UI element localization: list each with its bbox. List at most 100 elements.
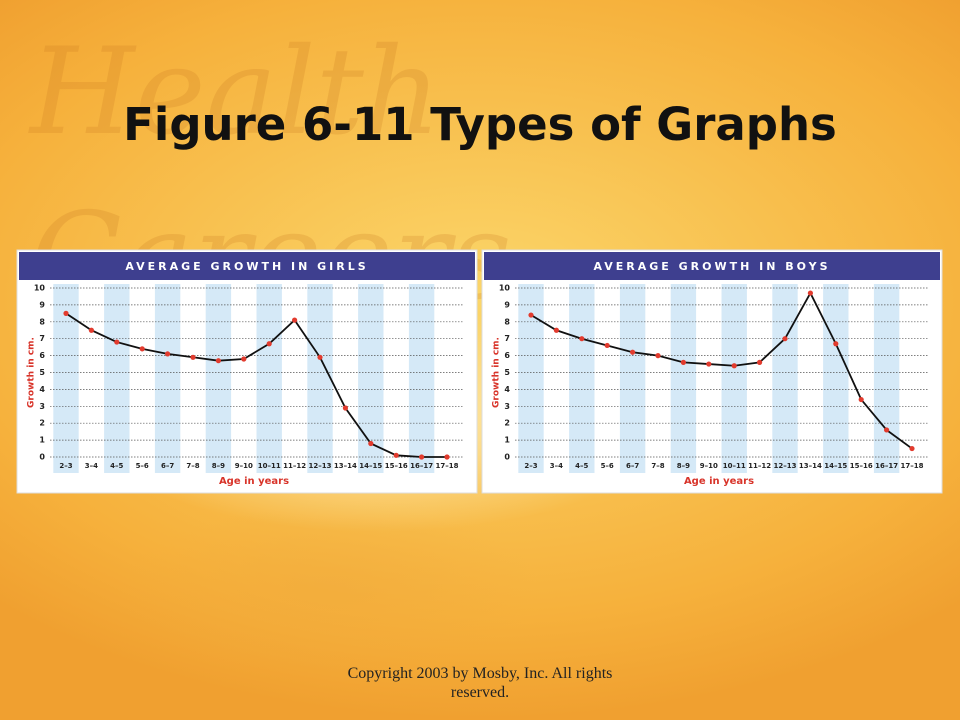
x-tick-label: 15–16	[385, 462, 408, 470]
panel-header	[19, 252, 475, 280]
y-axis-label: Growth in cm.	[27, 337, 37, 408]
x-tick-label: 4–5	[575, 462, 588, 470]
data-point	[266, 341, 272, 347]
y-tick-label: 3	[504, 402, 510, 411]
x-tick-label: 6–7	[161, 462, 174, 470]
x-tick-label: 17–18	[901, 462, 924, 470]
y-tick-label: 9	[39, 300, 45, 309]
x-tick-label: 8–9	[677, 462, 690, 470]
data-point	[807, 290, 813, 296]
y-axis-label: Growth in cm.	[492, 337, 502, 408]
y-tick-label: 3	[39, 402, 45, 411]
data-point	[317, 354, 323, 360]
y-tick-label: 10	[34, 284, 46, 293]
footer: Copyright 2003 by Mosby, Inc. All rights…	[347, 665, 613, 701]
y-tick-label: 7	[504, 334, 510, 343]
chart-title: AVERAGE GROWTH IN GIRLS	[125, 260, 368, 273]
data-point	[782, 336, 788, 342]
data-point	[630, 349, 636, 355]
y-tick-label: 2	[39, 419, 45, 428]
x-tick-label: 12–13	[774, 462, 797, 470]
column-stripe	[721, 284, 747, 473]
y-tick-label: 5	[39, 368, 45, 377]
y-tick-label: 0	[39, 453, 45, 462]
column-stripe	[256, 284, 282, 473]
data-point	[190, 354, 196, 360]
data-point	[88, 327, 94, 333]
x-tick-label: 14–15	[824, 462, 847, 470]
y-tick-label: 8	[39, 317, 45, 326]
data-point	[706, 361, 712, 367]
data-point	[292, 317, 298, 323]
x-tick-label: 3–4	[550, 462, 563, 470]
column-stripe	[518, 284, 544, 473]
panel-frame	[481, 249, 943, 494]
y-tick-label: 8	[504, 317, 510, 326]
data-point	[215, 358, 221, 364]
data-point	[165, 351, 171, 357]
panel-frame	[16, 249, 478, 494]
data-point	[63, 310, 69, 316]
x-tick-label: 12–13	[309, 462, 332, 470]
column-stripe	[670, 284, 697, 473]
panel-header	[484, 252, 940, 280]
data-point	[368, 440, 374, 447]
x-tick-label: 6–7	[626, 462, 639, 470]
x-axis-label: Age in years	[219, 476, 289, 487]
data-point	[731, 363, 737, 369]
data-point	[342, 405, 348, 411]
x-tick-label: 8–9	[212, 462, 225, 470]
x-tick-label: 13–14	[799, 462, 822, 470]
x-tick-label: 7–8	[651, 462, 664, 470]
chart-title: AVERAGE GROWTH IN BOYS	[593, 260, 830, 273]
x-tick-label: 7–8	[186, 462, 199, 470]
y-tick-label: 6	[504, 351, 510, 360]
column-stripe	[154, 284, 181, 473]
watermark-text: Health	[30, 23, 442, 162]
data-line	[65, 312, 447, 458]
chart-panel: AVERAGE GROWTH IN BOYS 0 1 2 3 4 5 6 7 8 9 10 2–3 3–4…	[481, 249, 943, 494]
y-tick-label: 0	[504, 453, 510, 462]
column-stripe	[823, 284, 849, 473]
y-tick-label: 1	[39, 436, 45, 445]
y-tick-label: 5	[504, 368, 510, 377]
x-tick-label: 13–14	[334, 462, 357, 470]
y-tick-label: 6	[39, 351, 45, 360]
data-point	[833, 341, 839, 347]
data-point	[655, 353, 661, 359]
data-point	[604, 342, 610, 349]
x-tick-label: 17–18	[436, 462, 459, 470]
data-point	[909, 445, 915, 452]
y-tick-label: 7	[39, 334, 45, 343]
data-line	[530, 291, 913, 450]
column-stripe	[307, 284, 333, 473]
data-point	[393, 452, 399, 458]
data-point	[114, 339, 120, 345]
x-tick-label: 11–12	[283, 462, 306, 470]
x-tick-label: 4–5	[110, 462, 123, 470]
column-stripe	[408, 284, 435, 473]
data-point	[884, 427, 890, 433]
x-tick-label: 3–4	[85, 462, 98, 470]
y-tick-label: 2	[504, 419, 510, 428]
column-stripe	[873, 284, 900, 473]
y-tick-label: 10	[499, 284, 511, 293]
column-stripe	[205, 284, 232, 473]
x-tick-label: 9–10	[235, 462, 253, 470]
y-tick-label: 4	[504, 385, 510, 394]
x-tick-label: 9–10	[700, 462, 718, 470]
x-tick-label: 15–16	[850, 462, 873, 470]
data-point	[139, 346, 145, 352]
y-tick-label: 1	[504, 436, 510, 445]
x-tick-label: 16–17	[875, 462, 898, 470]
column-stripe	[104, 284, 130, 473]
x-axis-label: Age in years	[684, 476, 754, 487]
x-tick-label: 14–15	[359, 462, 382, 470]
data-point	[419, 454, 425, 460]
chart-panel: AVERAGE GROWTH IN GIRLS 0 1 2 3 4 5 6 7 8 9 10 2–3 3–…	[16, 249, 478, 494]
x-tick-label: 10–11	[258, 462, 281, 470]
data-point	[553, 327, 559, 333]
x-tick-label: 16–17	[410, 462, 433, 470]
